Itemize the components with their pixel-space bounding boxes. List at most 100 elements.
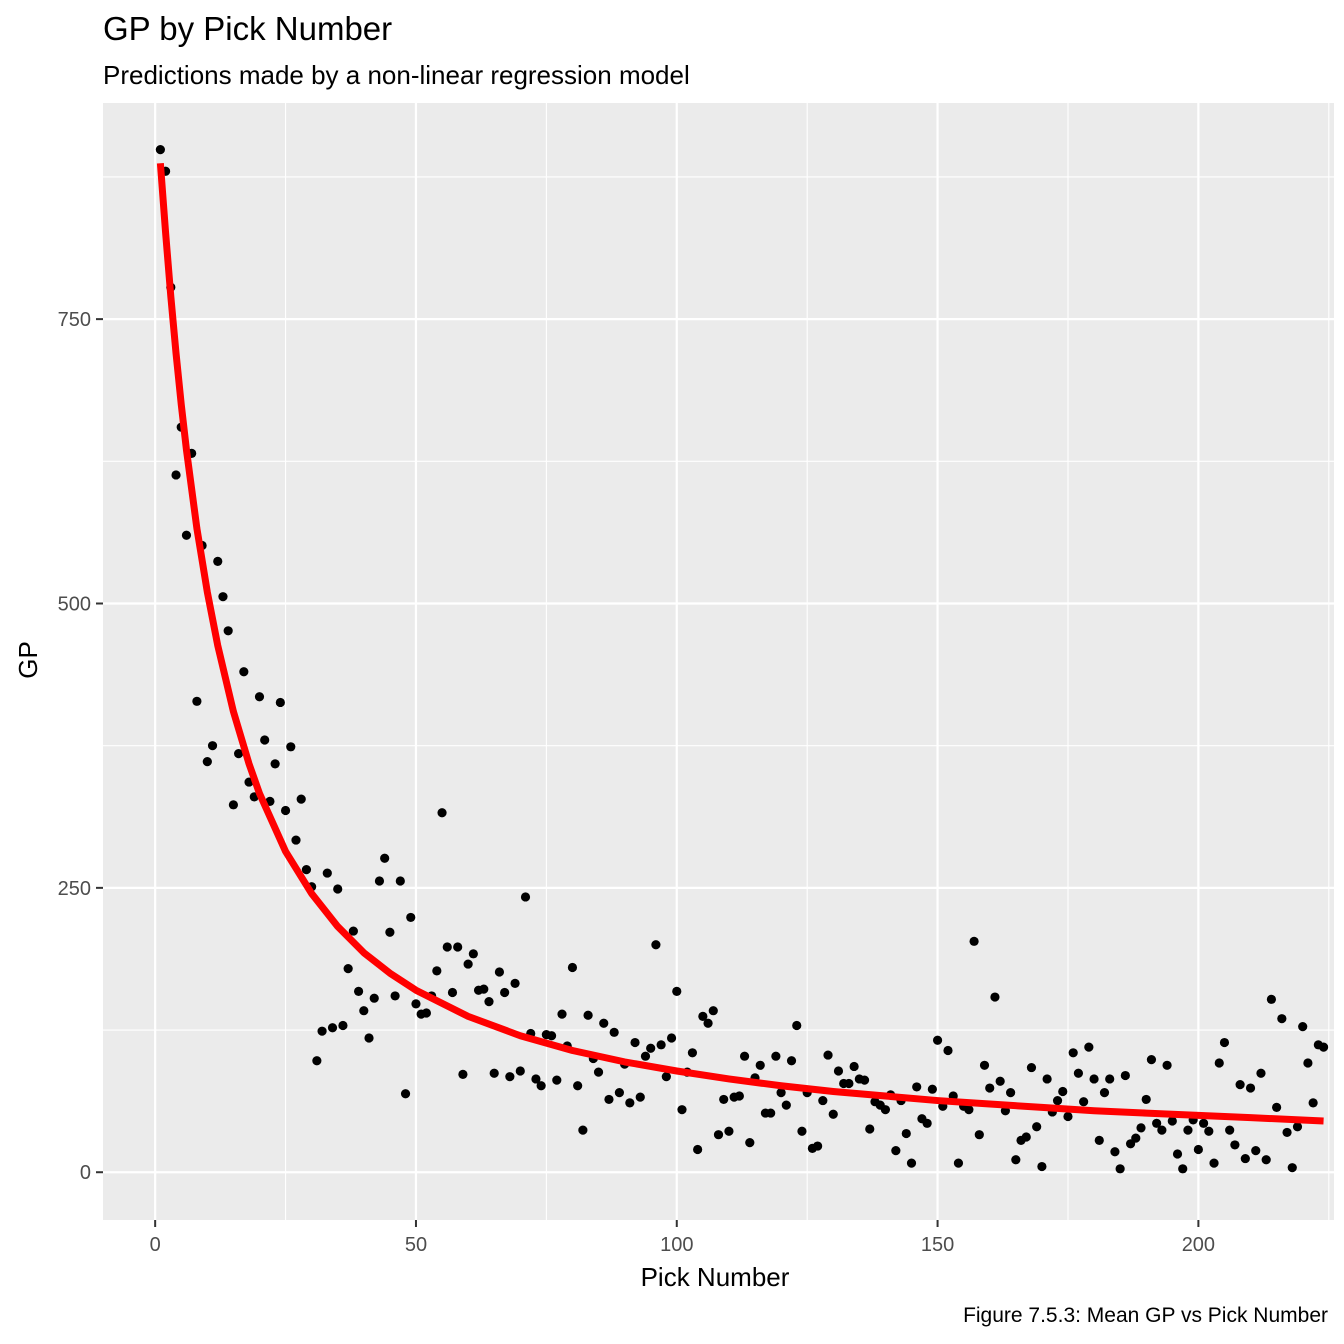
data-point xyxy=(1162,1060,1172,1070)
data-point xyxy=(1256,1068,1266,1078)
data-point xyxy=(1146,1055,1157,1065)
data-point xyxy=(1303,1058,1313,1068)
data-point xyxy=(1193,1144,1203,1155)
data-point xyxy=(1084,1042,1094,1052)
data-point xyxy=(463,959,473,969)
data-point xyxy=(625,1098,635,1108)
data-point xyxy=(901,1128,911,1139)
data-point xyxy=(693,1144,703,1155)
data-point xyxy=(1052,1095,1063,1106)
data-point xyxy=(698,1011,708,1021)
data-point xyxy=(557,1009,567,1019)
data-point xyxy=(849,1061,859,1072)
data-point xyxy=(1141,1094,1151,1105)
chart-subtitle: Predictions made by a non-linear regress… xyxy=(103,60,690,90)
data-point xyxy=(677,1105,687,1115)
data-point xyxy=(369,993,379,1003)
data-point xyxy=(891,1146,901,1156)
data-point xyxy=(573,1081,583,1091)
data-point xyxy=(171,470,181,480)
data-point xyxy=(719,1094,729,1105)
data-point xyxy=(531,1074,541,1084)
data-point xyxy=(1026,1062,1037,1073)
data-point xyxy=(291,835,301,845)
data-point xyxy=(661,1072,671,1082)
data-point xyxy=(604,1094,614,1105)
data-point xyxy=(974,1130,984,1140)
data-point xyxy=(865,1124,875,1134)
data-point xyxy=(447,987,458,998)
data-point xyxy=(1240,1153,1250,1164)
data-point xyxy=(213,556,223,567)
data-point xyxy=(651,940,661,950)
data-point xyxy=(614,1088,624,1098)
data-point xyxy=(1021,1132,1031,1142)
data-point xyxy=(985,1083,995,1093)
data-point xyxy=(406,912,416,923)
data-point xyxy=(703,1018,713,1028)
data-point xyxy=(510,978,520,989)
data-point xyxy=(781,1100,791,1110)
data-point xyxy=(1099,1088,1110,1098)
data-point xyxy=(385,927,395,937)
data-point xyxy=(500,987,510,998)
data-point xyxy=(1298,1022,1308,1032)
data-point xyxy=(421,1008,431,1018)
data-point xyxy=(1115,1164,1125,1174)
data-point xyxy=(338,1020,348,1031)
data-point xyxy=(312,1056,322,1066)
data-point xyxy=(181,530,192,540)
data-point xyxy=(666,1033,677,1043)
data-point xyxy=(828,1109,838,1119)
figure-caption: Figure 7.5.3: Mean GP vs Pick Number xyxy=(963,1304,1328,1327)
data-point xyxy=(223,626,233,636)
y-axis-title: GP xyxy=(13,641,43,679)
data-point xyxy=(630,1037,640,1048)
data-point xyxy=(771,1051,781,1061)
data-point xyxy=(536,1081,546,1091)
data-point xyxy=(953,1158,964,1168)
data-point xyxy=(1251,1146,1261,1156)
data-point xyxy=(468,949,478,959)
data-point xyxy=(906,1158,917,1168)
x-tick-label: 150 xyxy=(921,1234,954,1256)
data-point xyxy=(797,1126,807,1136)
data-point xyxy=(270,759,280,769)
data-point xyxy=(280,805,291,816)
data-point xyxy=(734,1091,744,1101)
data-point xyxy=(672,986,682,996)
data-point xyxy=(296,794,306,804)
data-point xyxy=(1261,1155,1271,1165)
data-point xyxy=(599,1018,609,1028)
x-tick-label: 100 xyxy=(660,1234,693,1256)
data-point xyxy=(192,696,202,706)
data-point xyxy=(458,1069,468,1080)
data-point xyxy=(1094,1135,1104,1145)
data-point xyxy=(1230,1140,1240,1150)
data-point xyxy=(786,1056,797,1066)
data-point xyxy=(656,1040,666,1050)
data-point xyxy=(640,1051,651,1061)
data-point xyxy=(1209,1158,1219,1168)
regression-fit-line xyxy=(156,163,1324,1125)
data-point xyxy=(713,1130,724,1140)
data-point xyxy=(1219,1037,1230,1048)
data-point xyxy=(228,800,239,810)
data-point xyxy=(776,1088,786,1098)
y-tick-label: 500 xyxy=(58,593,91,615)
data-point xyxy=(374,876,385,886)
plot-panel xyxy=(103,103,1334,1220)
data-point xyxy=(1068,1048,1078,1058)
data-point xyxy=(708,1006,718,1016)
data-point xyxy=(333,884,343,894)
data-point xyxy=(922,1118,932,1128)
axis-ticks: 0 50 100 150 200 0 250 500 750 xyxy=(58,309,1215,1256)
data-point xyxy=(322,868,332,878)
data-point xyxy=(833,1066,844,1076)
data-point xyxy=(546,1031,557,1041)
x-tick-label: 50 xyxy=(405,1234,427,1256)
data-point xyxy=(880,1105,891,1115)
data-point xyxy=(254,692,265,702)
data-point xyxy=(202,756,212,767)
